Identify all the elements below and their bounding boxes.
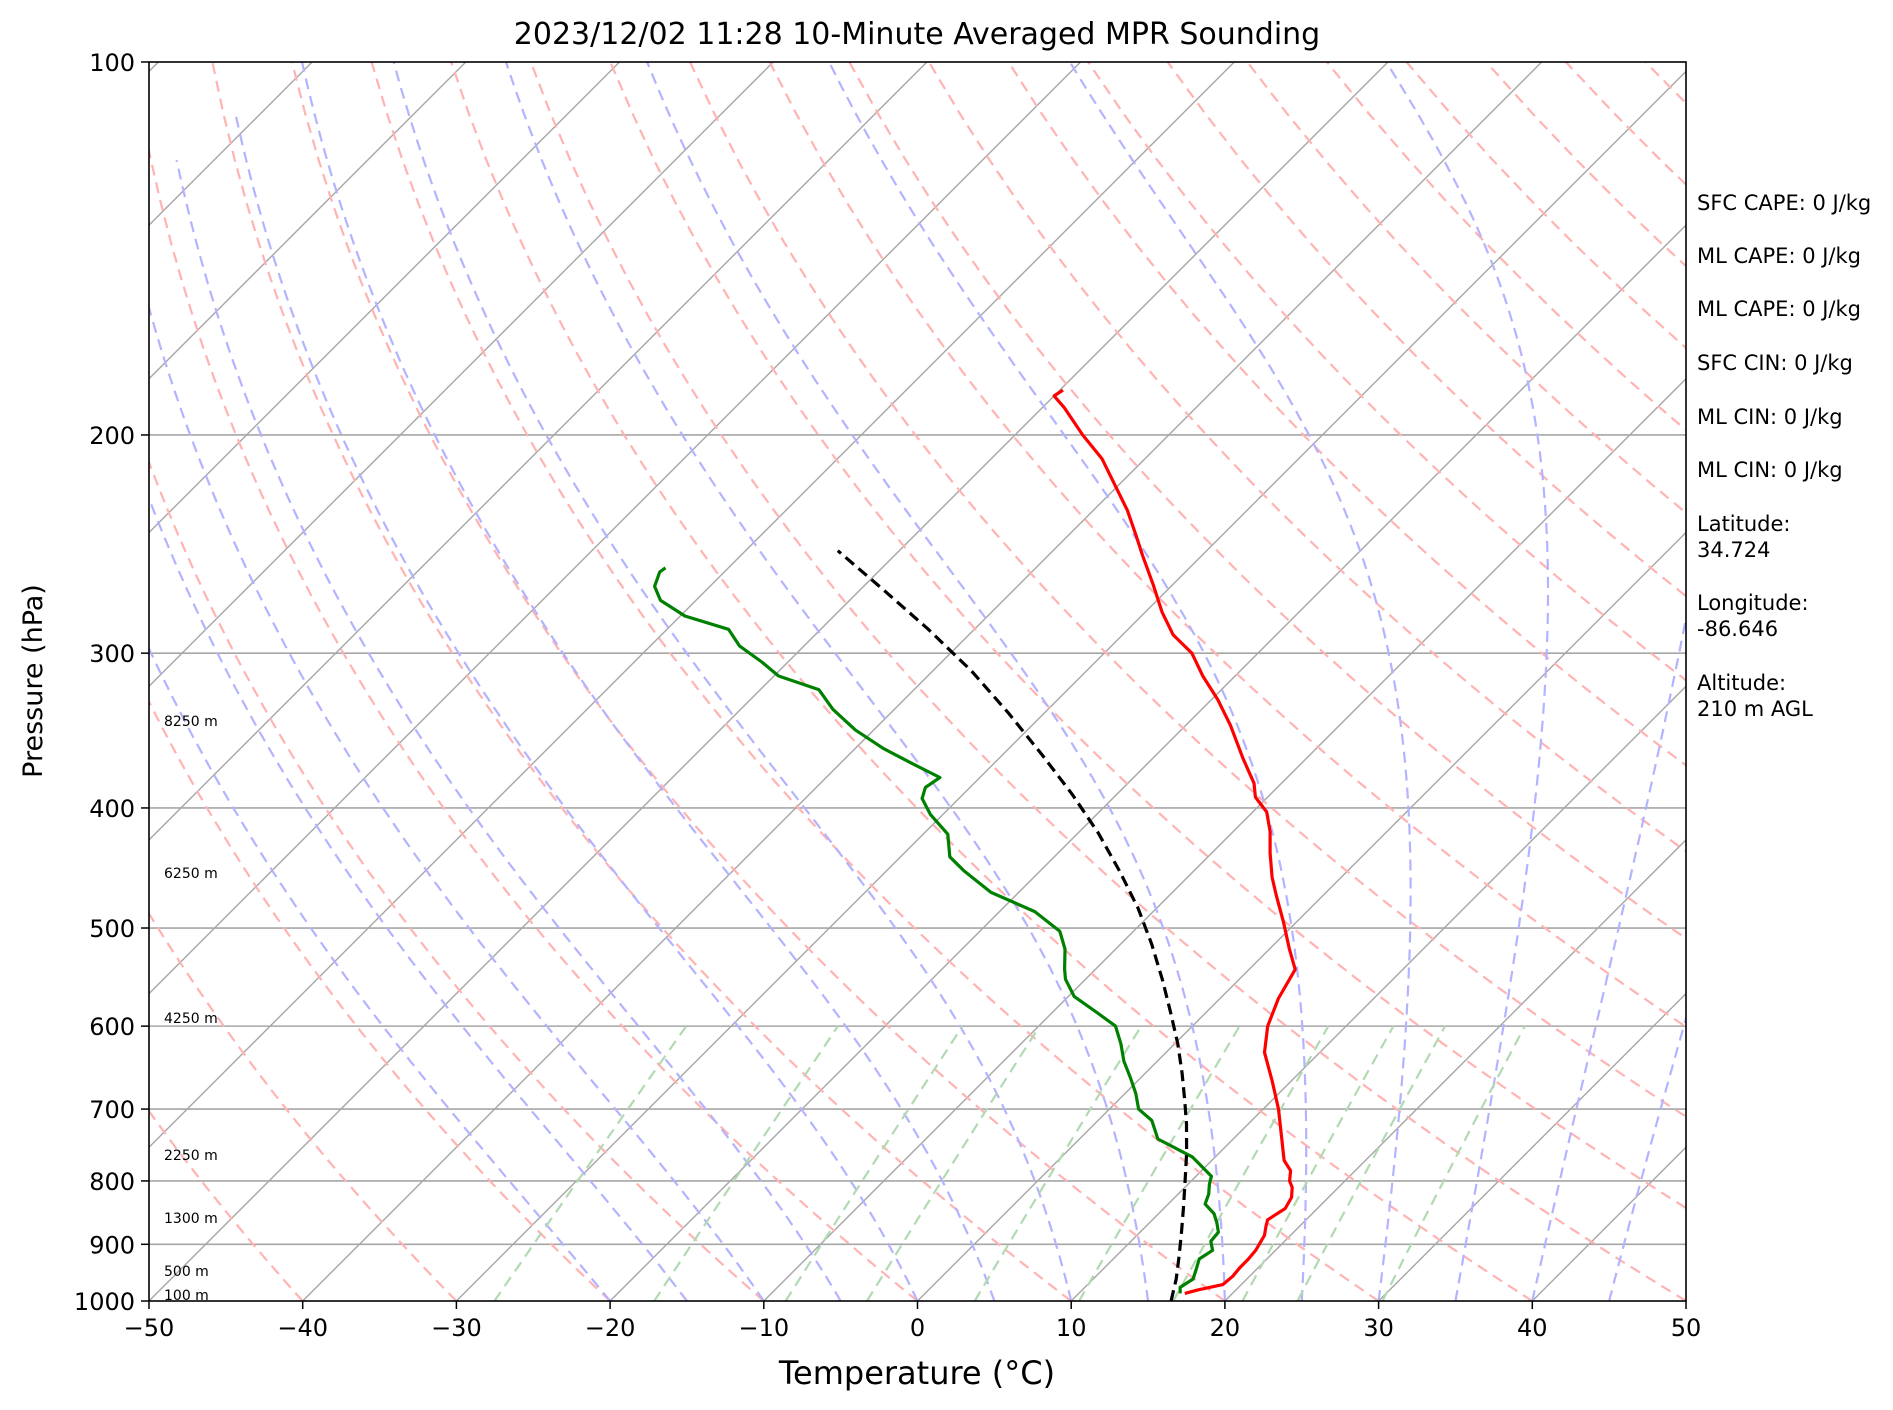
height-label-2250: 2250 m bbox=[164, 1148, 218, 1164]
x-tick-label: −20 bbox=[585, 1314, 636, 1342]
sounding-indices: SFC CAPE: 0 J/kg ML CAPE: 0 J/kg ML CAPE… bbox=[1697, 191, 1871, 721]
profile-series bbox=[655, 390, 1296, 1301]
y-tick-label: 200 bbox=[89, 422, 135, 450]
latitude-value: 34.724 bbox=[1697, 538, 1770, 562]
plot-frame bbox=[149, 62, 1686, 1301]
x-tick-label: 10 bbox=[1056, 1314, 1087, 1342]
moist-adiabat bbox=[124, 203, 764, 1301]
mixing-ratio-line bbox=[1298, 1026, 1446, 1301]
isotherm-line bbox=[303, 62, 1542, 1301]
y-tick-label: 800 bbox=[89, 1168, 135, 1196]
y-tick-label: 900 bbox=[89, 1231, 135, 1259]
mixing-ratio-line bbox=[1079, 1026, 1240, 1301]
height-label-500: 500 m bbox=[164, 1264, 209, 1280]
parcel-line bbox=[838, 551, 1187, 1301]
moist-adiabat bbox=[394, 62, 1071, 1301]
ml-cape-text: ML CAPE: 0 J/kg bbox=[1697, 244, 1861, 268]
y-tick-label: 300 bbox=[89, 640, 135, 668]
dry-adiabat bbox=[451, 62, 1532, 1301]
longitude-value: -86.646 bbox=[1697, 617, 1778, 641]
height-label-1300: 1300 m bbox=[164, 1211, 218, 1227]
altitude-value: 210 m AGL bbox=[1697, 697, 1813, 721]
x-tick-label: −50 bbox=[124, 1314, 175, 1342]
isotherm-line bbox=[0, 62, 927, 1301]
y-tick-label: 400 bbox=[89, 795, 135, 823]
mixing-ratio-line bbox=[786, 1026, 963, 1301]
mixing-ratio-line bbox=[494, 1026, 686, 1301]
isotherm-line bbox=[0, 62, 466, 1301]
x-tick-label: 50 bbox=[1671, 1314, 1702, 1342]
mixing-ratio-line bbox=[867, 1026, 1040, 1301]
moist-adiabat bbox=[302, 62, 994, 1301]
dry-adiabat bbox=[53, 62, 764, 1301]
longitude-label: Longitude: bbox=[1697, 591, 1809, 615]
moist-adiabat bbox=[1070, 62, 1411, 1301]
x-tick-label: 20 bbox=[1210, 1314, 1241, 1342]
y-tick-label: 500 bbox=[89, 915, 135, 943]
y-axis-label: Pressure (hPa) bbox=[18, 584, 49, 778]
moist-adiabat bbox=[829, 62, 1306, 1301]
plot-area bbox=[0, 62, 1893, 1301]
x-tick-label: −40 bbox=[277, 1314, 328, 1342]
x-tick-label: −10 bbox=[738, 1314, 789, 1342]
y-tick-label: 700 bbox=[89, 1096, 135, 1124]
isotherm-gridlines bbox=[0, 62, 1893, 1301]
height-label-6250: 6250 m bbox=[164, 866, 218, 882]
ml-cin-text: ML CIN: 0 J/kg bbox=[1697, 405, 1843, 429]
ml-cin-text-2: ML CIN: 0 J/kg bbox=[1697, 458, 1843, 482]
ml-cape-text-2: ML CAPE: 0 J/kg bbox=[1697, 297, 1861, 321]
altitude-label: Altitude: bbox=[1697, 671, 1786, 695]
y-tick-label: 100 bbox=[89, 49, 135, 77]
y-tick-label: 1000 bbox=[74, 1288, 135, 1316]
isotherm-line bbox=[0, 62, 1234, 1301]
x-axis-label: Temperature (°C) bbox=[778, 1354, 1055, 1392]
mixing-ratio-line bbox=[654, 1026, 838, 1301]
x-tick-label: −30 bbox=[431, 1314, 482, 1342]
x-tick-label: 0 bbox=[910, 1314, 925, 1342]
isotherm-line bbox=[0, 62, 1081, 1301]
sfc-cin-text: SFC CIN: 0 J/kg bbox=[1697, 351, 1853, 375]
x-axis-ticks: −50 −40 −30 −20 −10 0 10 20 30 40 50 bbox=[124, 1301, 1702, 1342]
isotherm-line bbox=[0, 62, 5, 1301]
sfc-cape-text: SFC CAPE: 0 J/kg bbox=[1697, 191, 1871, 215]
isotherm-line bbox=[456, 62, 1695, 1301]
y-tick-label: 600 bbox=[89, 1013, 135, 1041]
x-tick-label: 40 bbox=[1517, 1314, 1548, 1342]
latitude-label: Latitude: bbox=[1697, 512, 1791, 536]
height-label-100: 100 m bbox=[164, 1288, 209, 1304]
dry-adiabat bbox=[0, 62, 456, 1301]
y-axis-ticks: 100 200 300 400 500 600 700 800 900 1000 bbox=[74, 49, 149, 1316]
x-tick-label: 30 bbox=[1363, 1314, 1394, 1342]
height-labels: 8250 m 6250 m 4250 m 2250 m 1300 m 500 m… bbox=[164, 714, 218, 1304]
height-label-4250: 4250 m bbox=[164, 1011, 218, 1027]
mixing-ratio-lines bbox=[494, 1026, 1525, 1301]
height-label-8250: 8250 m bbox=[164, 714, 218, 730]
dry-adiabat bbox=[292, 62, 1225, 1301]
dry-adiabat-lines bbox=[0, 62, 1893, 1301]
mixing-ratio-line bbox=[975, 1026, 1141, 1301]
moist-adiabat bbox=[79, 262, 688, 1301]
isotherm-line bbox=[149, 62, 1388, 1301]
chart-title: 2023/12/02 11:28 10-Minute Averaged MPR … bbox=[514, 17, 1320, 52]
